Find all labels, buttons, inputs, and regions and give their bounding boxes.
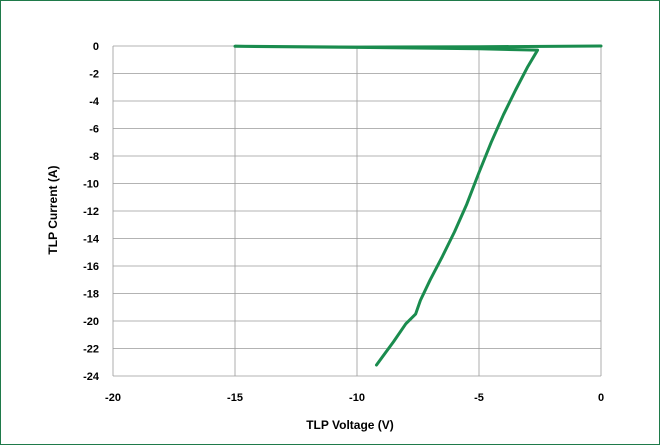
y-tick-label: -20	[83, 316, 99, 328]
y-tick-label: -14	[83, 234, 100, 246]
x-axis-ticks: -20 -15 -10 -5 0	[105, 392, 604, 404]
y-tick-label: -8	[89, 151, 99, 163]
x-tick-label: -10	[349, 392, 365, 404]
y-tick-label: -4	[89, 96, 100, 108]
y-axis-title: TLP Current (A)	[46, 165, 60, 254]
y-tick-label: -12	[83, 206, 99, 218]
y-tick-label: -2	[89, 69, 99, 81]
x-tick-label: -15	[227, 392, 243, 404]
y-tick-label: -6	[89, 124, 99, 136]
x-tick-label: -20	[105, 392, 121, 404]
series-layer	[233, 44, 603, 367]
grid	[112, 45, 602, 377]
y-tick-label: 0	[93, 41, 99, 53]
y-axis-ticks: 0 -2 -4 -6 -8 -10 -12 -14 -16 -18 -20 -22 -24	[83, 41, 100, 383]
y-tick-label: -22	[83, 344, 99, 356]
x-tick-label: -5	[474, 392, 484, 404]
series-line-0	[233, 44, 603, 367]
y-tick-label: -16	[83, 261, 99, 273]
x-axis-title: TLP Voltage (V)	[306, 418, 394, 432]
y-tick-label: -18	[83, 289, 99, 301]
x-tick-label: 0	[598, 392, 604, 404]
y-tick-label: -10	[83, 179, 99, 191]
y-tick-label: -24	[83, 371, 100, 383]
